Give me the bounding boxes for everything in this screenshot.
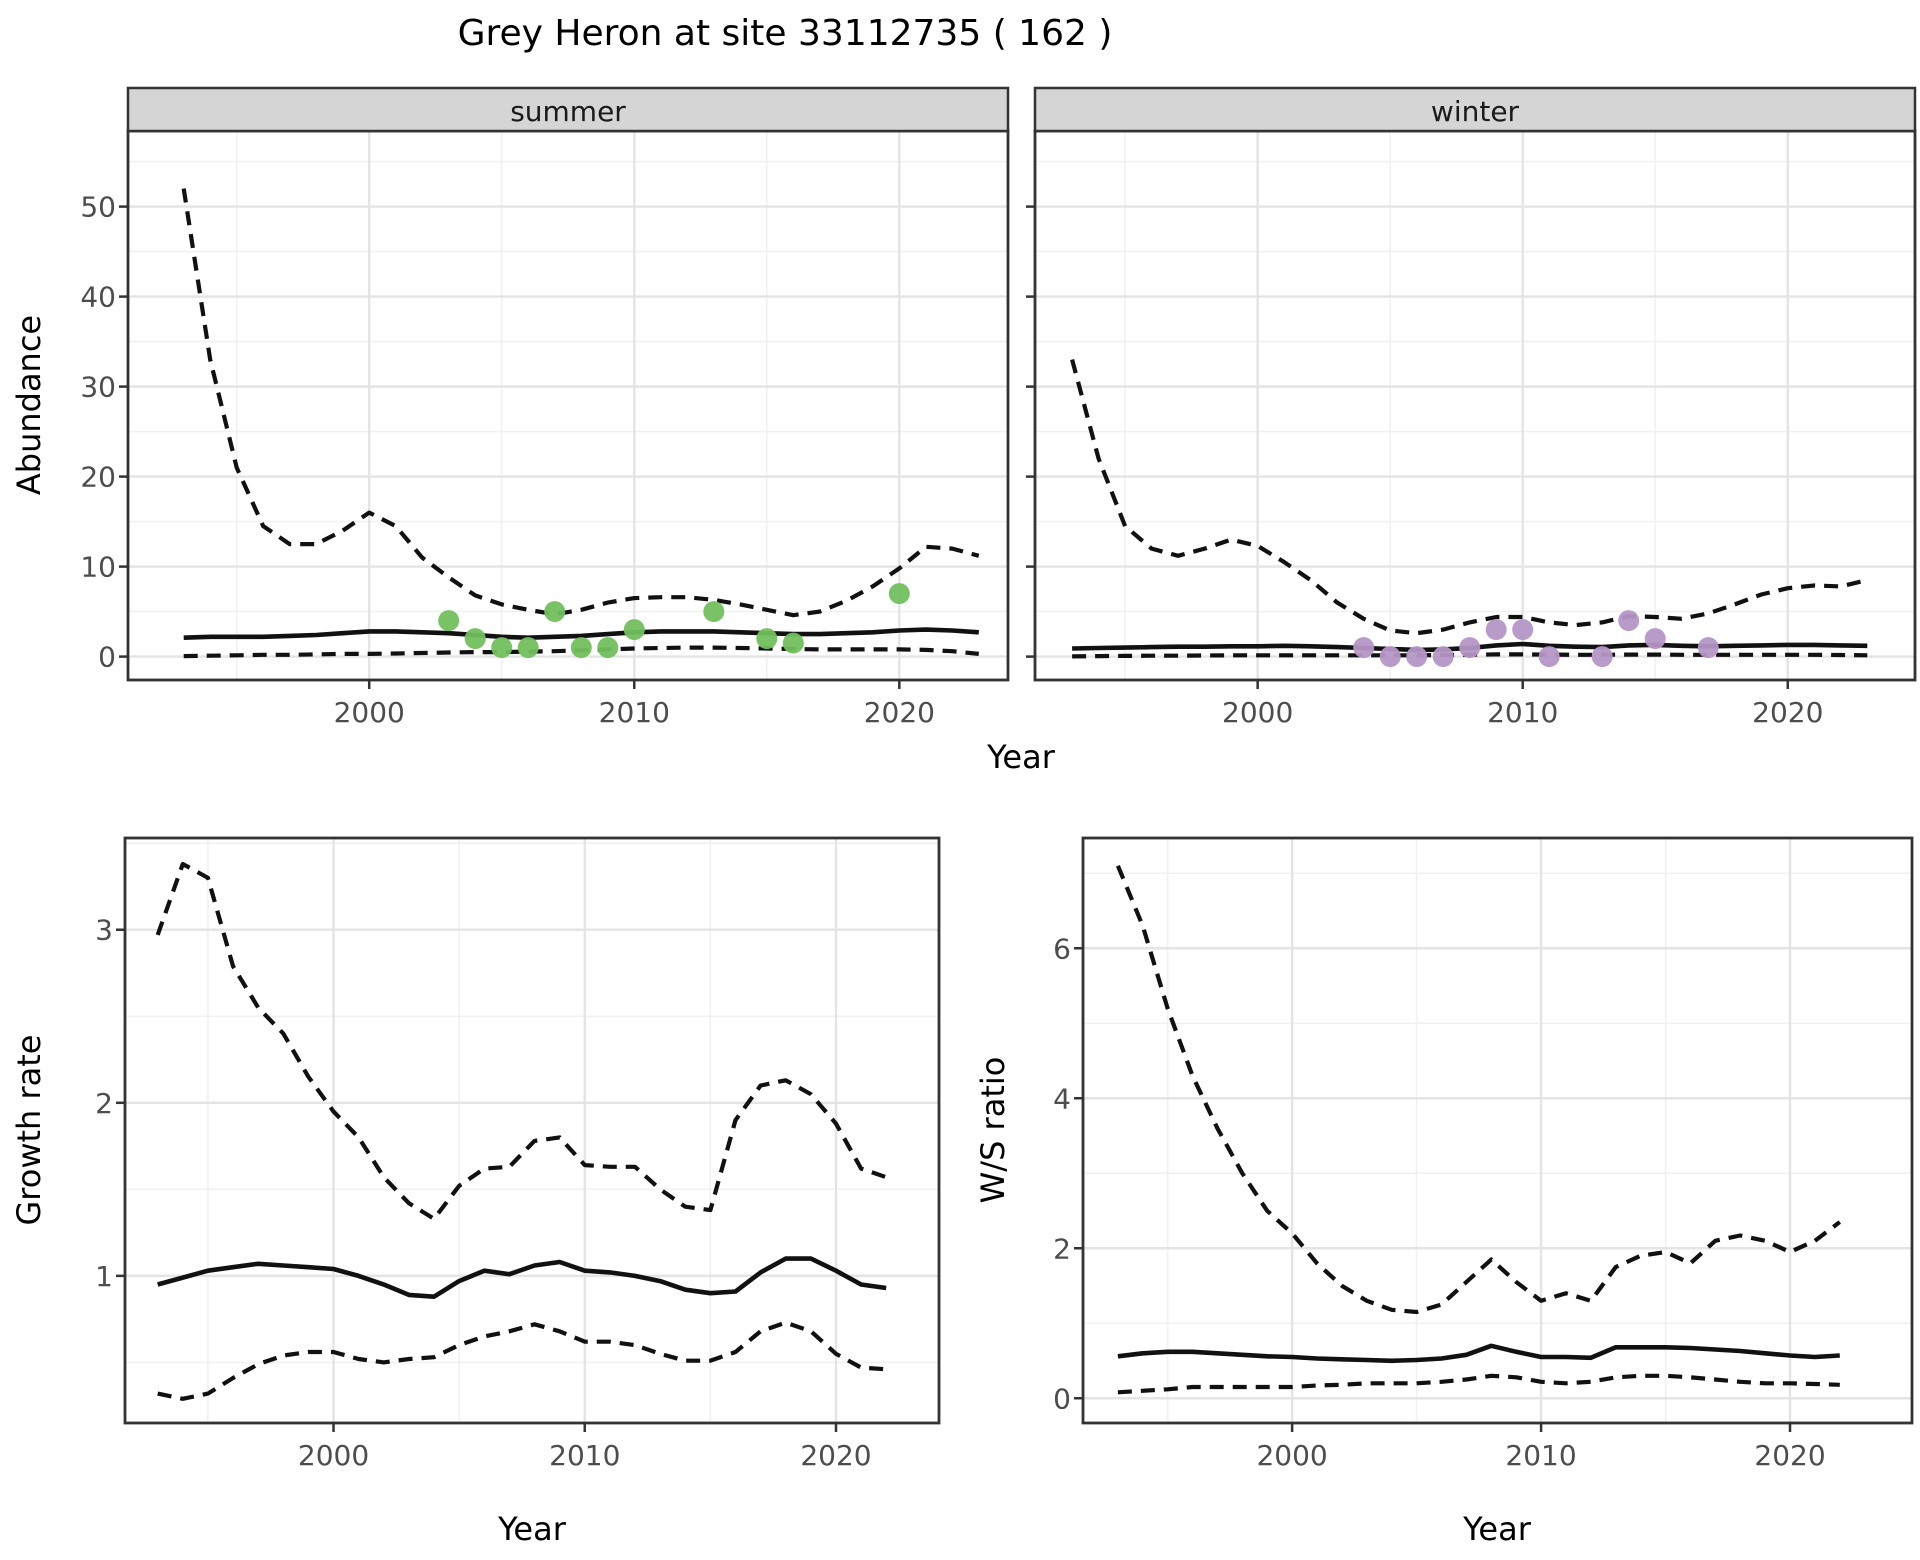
y-axis-title-ws-ratio: W/S ratio bbox=[974, 1057, 1012, 1204]
observation-point bbox=[1618, 610, 1640, 632]
series-median-fit bbox=[1117, 1343, 1840, 1364]
grid-major bbox=[1035, 131, 1915, 680]
facet-strip-summer-label: summer bbox=[510, 95, 626, 128]
observation-point bbox=[1485, 619, 1507, 641]
y-tick-label: 0 bbox=[1053, 1382, 1071, 1415]
x-tick-label: 2020 bbox=[1754, 1439, 1825, 1472]
x-axis-ticks: 2000 2010 2020 bbox=[1222, 680, 1823, 729]
observation-point bbox=[756, 628, 778, 650]
x-axis-title-top: Year bbox=[986, 738, 1056, 776]
observation-point bbox=[623, 619, 645, 641]
facet-strip-winter bbox=[1033, 86, 1917, 133]
observation-point bbox=[1644, 628, 1666, 650]
observation-point bbox=[570, 637, 592, 659]
y-axis-ticks: 1 2 3 bbox=[95, 914, 125, 1293]
panel-border bbox=[1081, 836, 1914, 1425]
panel-abundance-winter: 2000 2010 2020 bbox=[1026, 129, 1917, 729]
x-tick-label: 2020 bbox=[864, 696, 935, 729]
grid-major bbox=[1083, 838, 1912, 1423]
y-axis-ticks: 0 2 4 6 bbox=[1053, 932, 1083, 1415]
x-tick-label: 2010 bbox=[549, 1439, 620, 1472]
facet-strip-summer bbox=[126, 86, 1010, 133]
x-tick-label: 2020 bbox=[1752, 696, 1823, 729]
y-tick-label: 20 bbox=[80, 461, 116, 494]
observation-point bbox=[464, 628, 486, 650]
y-tick-label: 1 bbox=[95, 1260, 113, 1293]
observation-point bbox=[438, 610, 460, 632]
observation-point bbox=[1697, 637, 1719, 659]
series-median-fit bbox=[157, 1256, 887, 1299]
y-tick-label: 0 bbox=[98, 641, 116, 674]
x-tick-label: 2000 bbox=[298, 1439, 369, 1472]
observation-point bbox=[1512, 619, 1534, 641]
observation-point bbox=[1353, 637, 1375, 659]
grid-major bbox=[128, 131, 1008, 680]
observation-point bbox=[517, 637, 539, 659]
observation-point bbox=[782, 632, 804, 654]
grid-major bbox=[125, 838, 939, 1423]
observation-point bbox=[888, 583, 910, 605]
x-tick-label: 2010 bbox=[1487, 696, 1558, 729]
x-tick-label: 2020 bbox=[800, 1439, 871, 1472]
x-tick-label: 2000 bbox=[334, 696, 405, 729]
y-tick-label: 30 bbox=[80, 371, 116, 404]
series-lower-95ci bbox=[1117, 1373, 1840, 1395]
panel-border bbox=[123, 836, 941, 1425]
panel-background bbox=[1083, 838, 1912, 1423]
series-upper-95ci bbox=[1070, 359, 1868, 636]
y-tick-label: 6 bbox=[1053, 932, 1071, 965]
x-axis-ticks: 2000 2010 2020 bbox=[1256, 1423, 1826, 1472]
series-upper-95ci bbox=[1115, 864, 1842, 1315]
x-axis-ticks: 2000 2010 2020 bbox=[298, 1423, 872, 1472]
observation-point bbox=[1406, 646, 1428, 668]
observation-point bbox=[544, 601, 566, 623]
x-tick-label: 2010 bbox=[599, 696, 670, 729]
panel-abundance-summer: 2000 2010 2020 0 10 20 30 40 50 bbox=[80, 129, 1010, 729]
panel-background bbox=[128, 131, 1008, 680]
grid-minor bbox=[1083, 838, 1912, 1423]
panel-growth-rate: 2000 2010 2020 1 2 3 bbox=[95, 836, 941, 1472]
y-tick-label: 40 bbox=[80, 281, 116, 314]
y-tick-label: 50 bbox=[80, 191, 116, 224]
observation-point bbox=[597, 637, 619, 659]
series-upper-95ci bbox=[181, 188, 980, 618]
observation-point bbox=[491, 637, 513, 659]
observation-point bbox=[1432, 646, 1454, 668]
grid-minor bbox=[1035, 131, 1915, 680]
x-axis-title-ws-ratio: Year bbox=[1462, 1510, 1532, 1548]
observation-point bbox=[1379, 646, 1401, 668]
x-axis-title-growth-rate: Year bbox=[497, 1510, 567, 1548]
observation-point bbox=[1459, 637, 1481, 659]
observation-point bbox=[1538, 646, 1560, 668]
y-axis-title-growth-rate: Growth rate bbox=[10, 1035, 48, 1226]
y-tick-label: 4 bbox=[1053, 1082, 1071, 1115]
series-upper-95ci bbox=[155, 861, 887, 1221]
series-lower-95ci bbox=[157, 1320, 887, 1401]
y-tick-label: 2 bbox=[95, 1087, 113, 1120]
y-tick-label: 10 bbox=[80, 551, 116, 584]
points-summer-counts bbox=[438, 583, 910, 659]
grid-minor bbox=[125, 838, 939, 1423]
y-axis-ticks: 0 10 20 30 40 50 bbox=[80, 191, 128, 674]
observation-point bbox=[1591, 646, 1613, 668]
panel-background bbox=[1035, 131, 1915, 680]
panel-ws-ratio: 2000 2010 2020 0 2 4 6 bbox=[1053, 836, 1914, 1472]
y-axis-title-abundance: Abundance bbox=[10, 315, 48, 495]
grid-minor bbox=[128, 131, 1008, 680]
facet-strip-winter-label: winter bbox=[1431, 95, 1520, 128]
y-tick-label: 3 bbox=[95, 914, 113, 947]
observation-point bbox=[703, 601, 725, 623]
points-winter-counts bbox=[1353, 610, 1719, 668]
x-tick-label: 2000 bbox=[1256, 1439, 1327, 1472]
x-tick-label: 2010 bbox=[1505, 1439, 1576, 1472]
chart-title: Grey Heron at site 33112735 ( 162 ) bbox=[458, 13, 1113, 54]
y-axis-ticks bbox=[1026, 205, 1035, 658]
x-axis-ticks: 2000 2010 2020 bbox=[334, 680, 935, 729]
y-tick-label: 2 bbox=[1053, 1232, 1071, 1265]
x-tick-label: 2000 bbox=[1222, 696, 1293, 729]
series-median-fit bbox=[183, 627, 979, 641]
